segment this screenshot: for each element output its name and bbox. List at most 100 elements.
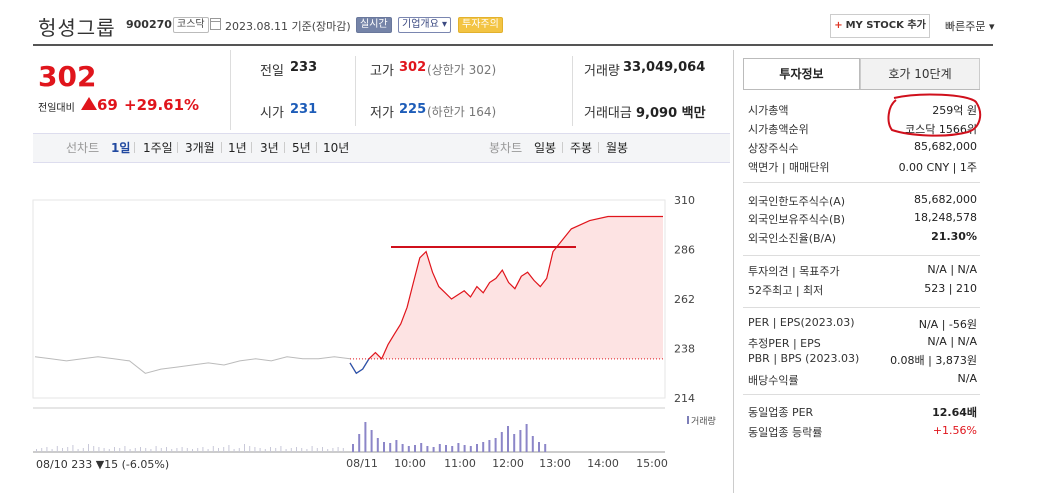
period-1d[interactable]: 1일 xyxy=(111,141,131,155)
volume-bar xyxy=(155,446,157,452)
volume-bar xyxy=(407,446,410,452)
volume-bar xyxy=(482,442,485,452)
open-value: 231 xyxy=(290,102,318,117)
warning-badge: 투자주의 xyxy=(458,17,503,33)
volume-bar xyxy=(212,446,214,452)
panel-key: 배당수익률 xyxy=(748,374,799,387)
panel-value: 코스닥 1566위 xyxy=(905,123,977,136)
volume-bar xyxy=(432,447,435,452)
line-chart-label: 선차트 xyxy=(66,141,100,155)
separator xyxy=(284,142,285,153)
volume-bar xyxy=(476,444,478,452)
volume-bar xyxy=(233,449,235,452)
volume-bar xyxy=(62,448,63,452)
volume-bar xyxy=(254,447,256,452)
volume-bar xyxy=(414,445,416,452)
panel-value: 0.00 CNY | 1주 xyxy=(898,161,977,174)
volume-bar xyxy=(420,443,423,452)
prev-day-info: 08/10 233 ▼15 (-6.05%) xyxy=(36,458,169,471)
volume-bar xyxy=(124,446,126,452)
up-arrow-icon xyxy=(81,97,97,110)
candle-weekly[interactable]: 주봉 xyxy=(570,141,593,155)
panel-value: 0.08배 | 3,873원 xyxy=(890,354,977,367)
volume-bar xyxy=(358,434,361,452)
panel-key: PER | EPS(2023.03) xyxy=(748,316,855,329)
volume-bar xyxy=(160,448,162,452)
volume-bar xyxy=(259,448,261,452)
panel-value: 21.30% xyxy=(931,230,977,243)
volume-bar xyxy=(463,445,466,452)
panel-separator xyxy=(743,255,980,256)
change-value: 69 xyxy=(97,96,118,114)
volume-bar xyxy=(469,446,472,452)
volume-bar xyxy=(538,442,540,452)
period-1w[interactable]: 1주일 xyxy=(143,141,173,155)
quick-order-dropdown[interactable]: 빠른주문 ▾ xyxy=(945,20,995,33)
volume-bar xyxy=(525,424,528,452)
prev-day-text: 08/10 233 ▼15 (-6.05%) xyxy=(36,458,170,471)
x-tick-label: 08/11 xyxy=(346,457,378,470)
volume-bar xyxy=(145,448,147,452)
corp-info-dropdown[interactable]: 기업개요 ▾ xyxy=(398,17,451,33)
separator xyxy=(562,142,563,153)
volume-legend-icon xyxy=(687,416,689,424)
x-tick-label: 13:00 xyxy=(539,457,571,470)
volume-bar xyxy=(82,448,84,452)
y-tick-label: 262 xyxy=(674,293,695,306)
separator xyxy=(316,142,317,153)
period-5y[interactable]: 5년 xyxy=(292,141,311,155)
volume-bar xyxy=(311,446,313,452)
change-percent: +29.61% xyxy=(124,96,200,114)
volume-bar xyxy=(507,426,509,452)
panel-key: 동일업종 PER xyxy=(748,406,814,419)
period-3m[interactable]: 3개월 xyxy=(185,141,215,155)
volume-bar xyxy=(244,444,245,452)
volume-bar xyxy=(207,449,209,452)
volume-bar xyxy=(370,430,373,452)
volume-bar xyxy=(166,447,167,452)
separator xyxy=(221,142,222,153)
add-mystock-button[interactable]: + MY STOCK 추가 xyxy=(830,14,930,38)
panel-divider xyxy=(733,50,734,493)
volume-bars xyxy=(36,422,547,452)
panel-value: 18,248,578 xyxy=(914,211,977,224)
volume-bar xyxy=(77,449,79,452)
volume-bar xyxy=(296,447,297,452)
volume-bar xyxy=(192,449,193,452)
separator xyxy=(177,142,178,153)
volume-bar xyxy=(494,438,497,452)
volume-bar xyxy=(342,448,344,452)
panel-value: 523 | 210 xyxy=(924,282,977,295)
volume-legend: 거래량 xyxy=(687,414,716,427)
tab-hoga-10[interactable]: 호가 10단계 xyxy=(860,58,980,90)
volume-bar xyxy=(352,444,354,452)
volume-bar xyxy=(197,448,199,452)
realtime-button[interactable]: 실시간 xyxy=(356,17,392,33)
panel-value: N/A | -56원 xyxy=(918,318,977,331)
volume-bar xyxy=(88,444,89,452)
volume-bar xyxy=(72,445,74,452)
volume-bar xyxy=(280,446,282,452)
candle-daily[interactable]: 일봉 xyxy=(534,141,557,155)
panel-separator xyxy=(743,182,980,183)
low-label: 저가 xyxy=(370,106,394,121)
amount-value: 9,090 백만 xyxy=(636,106,706,121)
prev-close-value: 233 xyxy=(290,60,318,75)
panel-key: 52주최고 | 최저 xyxy=(748,284,824,297)
period-3y[interactable]: 3년 xyxy=(260,141,279,155)
volume-bar xyxy=(134,448,136,452)
volume-label: 거래량 xyxy=(584,64,620,79)
candle-monthly[interactable]: 월봉 xyxy=(606,141,629,155)
panel-key: 시가총액 xyxy=(748,104,789,117)
volume-bar xyxy=(376,438,379,452)
panel-separator xyxy=(743,307,980,308)
volume-bar xyxy=(332,448,334,452)
period-1y[interactable]: 1년 xyxy=(228,141,247,155)
volume-bar xyxy=(285,449,287,452)
period-10y[interactable]: 10년 xyxy=(323,141,350,155)
tab-invest-info[interactable]: 투자정보 xyxy=(743,58,860,90)
volume-bar xyxy=(238,448,240,452)
panel-value: 12.64배 xyxy=(932,406,977,419)
plus-icon: + xyxy=(834,20,843,31)
